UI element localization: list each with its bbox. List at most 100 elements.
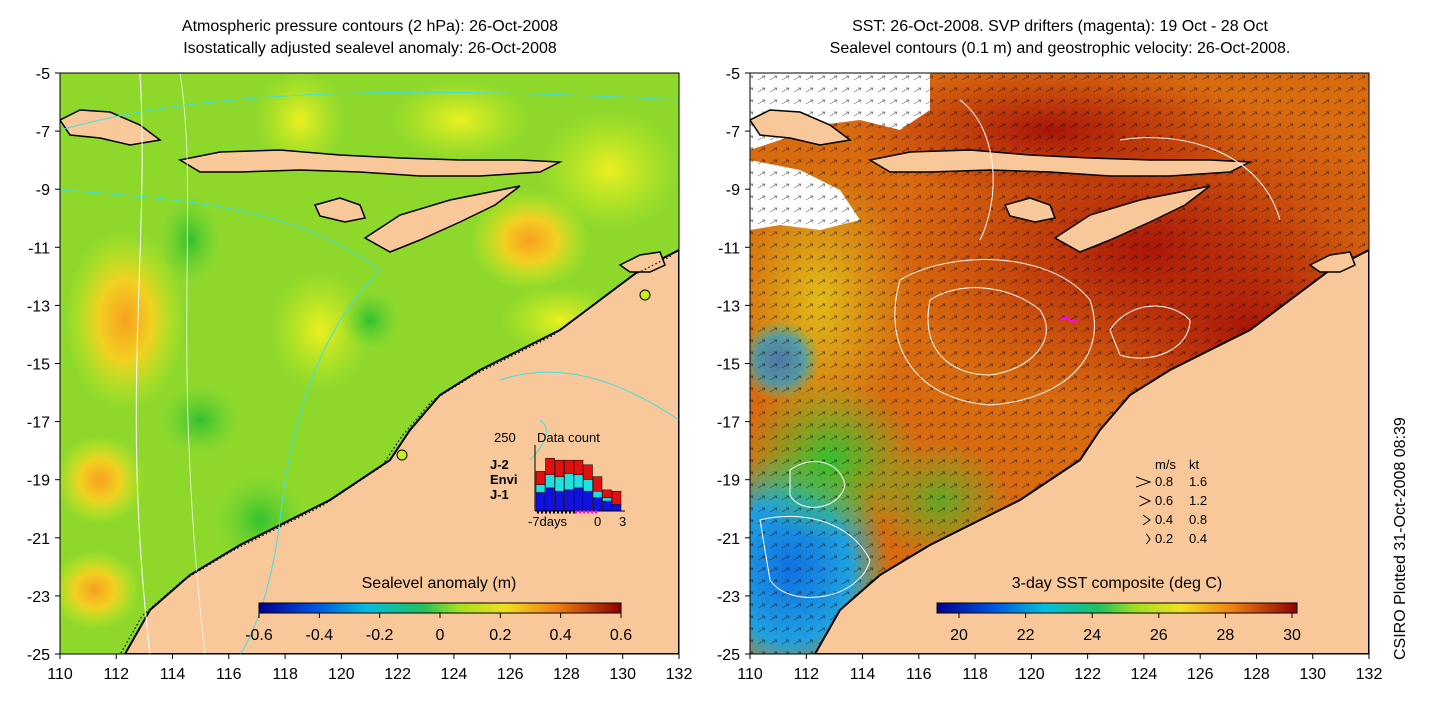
- velocity-ms-value: 0.4: [1155, 512, 1173, 527]
- left-colorbar-label: Sealevel anomaly (m): [362, 575, 517, 592]
- right-x-tick-label: 116: [906, 666, 932, 683]
- inset-bar-j1: [545, 487, 555, 512]
- right-y-tick-label: -23: [717, 589, 740, 606]
- left-x-tick-label: 128: [553, 666, 580, 683]
- inset-bar-j2: [535, 471, 546, 485]
- right-colorbar-label: 3-day SST composite (deg C): [1012, 575, 1222, 592]
- left-x-tick-label: 120: [328, 666, 355, 683]
- right-y-tick-label: -19: [717, 473, 740, 490]
- right-x-tick-label: 122: [1074, 666, 1101, 683]
- right-y-tick-label: -9: [726, 182, 740, 199]
- inset-bar-envi: [573, 474, 584, 489]
- right-y-tick-label: -21: [717, 531, 740, 548]
- inset-bar-j2: [602, 489, 612, 499]
- inset-bar-j1: [592, 497, 603, 512]
- left-colorbar: Sealevel anomaly (m) -0.6 -0.4 -0.2 0 0.2 0.4…: [245, 575, 632, 644]
- inset-bars: [535, 457, 622, 512]
- velocity-arrow-icon: [1146, 533, 1151, 545]
- inset-bar-envi: [545, 474, 555, 489]
- right-colorbar-tick-label: 26: [1150, 627, 1168, 644]
- left-colorbar-tick-label: 0.4: [550, 627, 572, 644]
- left-y-tick-label: -23: [27, 589, 50, 606]
- inset-bar-j1: [535, 492, 546, 512]
- left-x-tick-label: 116: [216, 666, 242, 683]
- right-x-tick-label: 120: [1018, 666, 1045, 683]
- left-title-line2: Isostatically adjusted sealevel anomaly:…: [183, 40, 557, 57]
- inset-bar-envi: [554, 476, 565, 492]
- velocity-arrow-icon: [1142, 514, 1151, 526]
- left-x-tick-label: 130: [609, 666, 636, 683]
- right-x-tick-label: 112: [794, 666, 820, 683]
- inset-count-max: 250: [494, 430, 516, 445]
- left-y-tick-label: -19: [27, 473, 50, 490]
- left-y-tick-label: -9: [36, 182, 50, 199]
- left-map: [60, 73, 679, 654]
- inset-bar-j1: [583, 490, 593, 512]
- left-x-tick-label: 112: [104, 666, 130, 683]
- left-x-tick-label: 114: [160, 666, 186, 683]
- right-colorbar-tick-label: 20: [950, 627, 968, 644]
- left-colorbar-tick-label: 0.6: [610, 627, 632, 644]
- left-y-tick-label: -15: [27, 357, 50, 374]
- inset-bar-j2: [564, 459, 574, 474]
- left-colorbar-tick-label: -0.6: [245, 627, 273, 644]
- left-colorbar-tick-label: 0.2: [489, 627, 511, 644]
- velocity-kt-value: 1.6: [1189, 474, 1207, 489]
- left-title-line1: Atmospheric pressure contours (2 hPa): 2…: [181, 18, 559, 35]
- velocity-arrow-icon: [1139, 495, 1152, 507]
- velocity-legend: m/s kt 0.8 1.6 0.6 1.2 0.4 0.8 0.2 0.4: [1135, 457, 1207, 546]
- inset-x-label-end: 3: [619, 514, 626, 529]
- inset-bar-envi: [535, 484, 546, 493]
- inset-bar-envi: [564, 473, 574, 491]
- left-axes: 110 112 114 116 118 120 122 124 126 128 130 132 -5 -7…: [27, 66, 693, 683]
- data-count-inset: 250 Data count J-2 Envi J-1 -7days 0 3: [490, 430, 626, 529]
- inset-bar-envi: [583, 479, 593, 492]
- left-y-tick-label: -17: [27, 415, 50, 432]
- inset-legend-envi: Envi: [490, 472, 517, 487]
- velocity-ms-value: 0.2: [1155, 531, 1173, 546]
- right-axes: 110 112 114 116 118 120 122 124 126 128 130 132 -5 -7…: [717, 66, 1383, 683]
- velocity-ms-value: 0.6: [1155, 493, 1173, 508]
- left-x-tick-label: 124: [441, 666, 468, 683]
- right-colorbar: 3-day SST composite (deg C) 20 22 24 26 28 30: [936, 575, 1301, 644]
- inset-bar-j1: [573, 487, 584, 512]
- right-colorbar-tick-label: 30: [1283, 627, 1301, 644]
- left-colorbar-tick-label: -0.2: [366, 627, 394, 644]
- inset-bar-j2: [573, 459, 584, 475]
- inset-x-label-zero: 0: [594, 514, 601, 529]
- left-y-tick-label: -11: [28, 240, 50, 257]
- inset-bar-envi: [592, 490, 603, 499]
- left-x-tick-label: 132: [666, 666, 693, 683]
- right-colorbar-tick-label: 24: [1083, 627, 1101, 644]
- right-x-tick-label: 118: [962, 666, 988, 683]
- left-y-tick-label: -13: [27, 298, 50, 315]
- left-x-tick-label: 110: [47, 666, 73, 683]
- right-x-tick-label: 132: [1356, 666, 1383, 683]
- right-x-tick-label: 128: [1243, 666, 1270, 683]
- inset-bar-j1: [554, 490, 565, 512]
- right-colorbar-tick-label: 28: [1217, 627, 1235, 644]
- velocity-kt-value: 0.8: [1189, 512, 1207, 527]
- right-x-tick-label: 130: [1299, 666, 1326, 683]
- inset-legend-j2: J-2: [490, 457, 509, 472]
- left-x-tick-label: 118: [272, 666, 298, 683]
- right-x-tick-label: 114: [850, 666, 876, 683]
- inset-bar-j1: [602, 500, 612, 512]
- velocity-ms-value: 0.8: [1155, 474, 1173, 489]
- right-x-tick-label: 124: [1131, 666, 1158, 683]
- inset-bar-j2: [611, 490, 622, 505]
- right-colorbar-bar: [936, 602, 1298, 614]
- inset-bar-j2: [545, 457, 555, 475]
- velocity-header-kt: kt: [1189, 457, 1200, 472]
- inset-bar-envi: [602, 497, 612, 502]
- right-x-tick-label: 126: [1187, 666, 1214, 683]
- inset-bar-j2: [583, 464, 593, 480]
- left-colorbar-bar: [258, 602, 622, 614]
- inset-title: Data count: [537, 430, 600, 445]
- right-y-tick-label: -15: [717, 357, 740, 374]
- inset-bar-j1: [611, 504, 622, 512]
- velocity-arrow-icon: [1135, 476, 1152, 488]
- right-y-tick-label: -11: [718, 240, 740, 257]
- inset-bar-j1: [564, 489, 574, 512]
